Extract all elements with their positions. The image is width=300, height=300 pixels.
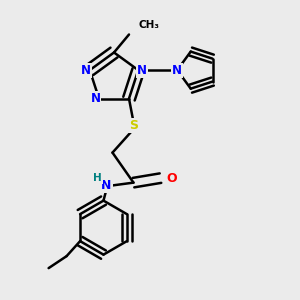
Text: CH₃: CH₃ <box>139 20 160 30</box>
Text: N: N <box>172 64 182 76</box>
Text: O: O <box>167 172 177 184</box>
Text: H: H <box>93 173 102 183</box>
Text: N: N <box>137 64 147 76</box>
Text: N: N <box>101 179 112 192</box>
Text: S: S <box>129 119 138 132</box>
Text: N: N <box>81 64 91 76</box>
Text: N: N <box>90 92 100 105</box>
